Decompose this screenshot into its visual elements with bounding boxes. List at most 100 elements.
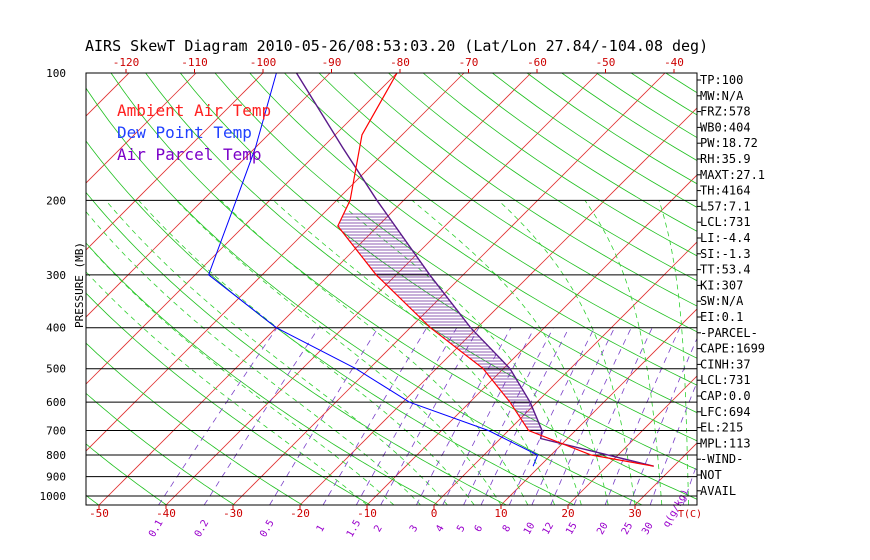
profile-layer xyxy=(208,73,654,467)
isotherm-line xyxy=(0,73,62,505)
moist-adiabat-line xyxy=(138,200,475,505)
bottom-temp-tick-label: -10 xyxy=(357,507,377,520)
dry-adiabat-line xyxy=(86,292,371,505)
isotherm-line xyxy=(165,73,599,505)
pressure-tick-label: 700 xyxy=(46,425,66,438)
top-temp-tick-label: -90 xyxy=(322,56,342,69)
top-temp-tick-label: -60 xyxy=(527,56,547,69)
dry-adiabat-line xyxy=(284,73,697,359)
dry-adiabat-line xyxy=(86,342,303,505)
isotherm-line xyxy=(433,241,697,505)
mixing-ratio-line xyxy=(480,327,570,505)
side-panel-label: LCL:731 xyxy=(700,373,751,387)
moist-adiabat-line xyxy=(176,200,502,505)
side-panel-label: NOT xyxy=(700,468,722,482)
bottom-temp-tick-label: 0 xyxy=(431,507,438,520)
side-panel-label: -PARCEL- xyxy=(700,326,758,340)
side-panel-label: L57:7.1 xyxy=(700,199,751,213)
moist-adiabat-line xyxy=(86,271,368,505)
dry-adiabat-line xyxy=(86,392,235,505)
cape-shading xyxy=(337,213,542,434)
dry-adiabat-line xyxy=(353,73,697,307)
isotherm-line xyxy=(567,375,697,505)
side-panel-label: CAPE:1699 xyxy=(700,342,765,356)
pressure-tick-label: 400 xyxy=(46,322,66,335)
dry-adiabat-line xyxy=(86,140,575,505)
bottom-temp-tick-label: -20 xyxy=(290,507,310,520)
side-panel-label: TP:100 xyxy=(700,73,743,87)
dry-adiabat-line xyxy=(86,191,507,505)
mixing-ratio-line xyxy=(531,327,615,505)
mixing-ratio-label: 4 xyxy=(434,523,447,534)
top-temp-tick-label: -50 xyxy=(596,56,616,69)
bottom-temp-tick-label: -30 xyxy=(223,507,243,520)
legend-ambient-temp: Ambient Air Temp xyxy=(117,101,271,120)
isotherm-line xyxy=(366,174,697,505)
isotherm-line xyxy=(836,73,870,505)
mixing-ratio-label: 10 xyxy=(522,521,538,537)
isotherm-line xyxy=(98,73,532,505)
moist-adiabat-line xyxy=(411,199,609,505)
legend-dew-point: Dew Point Temp xyxy=(117,123,252,142)
x-axis-label: T(C) xyxy=(678,509,702,520)
isotherm-line xyxy=(232,73,666,505)
dry-adiabat-line xyxy=(839,73,870,505)
side-panel-label: CINH:37 xyxy=(700,357,751,371)
side-panel-label: -WIND- xyxy=(700,452,743,466)
side-panel-label: CAP:0.0 xyxy=(700,389,751,403)
mixing-ratio-line xyxy=(269,327,379,505)
dry-adiabat-line xyxy=(422,73,697,257)
moist-adiabat-line xyxy=(336,199,582,505)
pressure-tick-label: 1000 xyxy=(40,490,67,503)
side-panel-label: TH:4164 xyxy=(700,184,751,198)
side-panel-label: LI:-4.4 xyxy=(700,231,751,245)
side-panel-label: MPL:113 xyxy=(700,436,751,450)
dew-point-line xyxy=(208,73,539,467)
dry-adiabat-line xyxy=(0,73,31,505)
dry-adiabat-line xyxy=(86,443,167,505)
bottom-temp-tick-label: 20 xyxy=(561,507,574,520)
dry-adiabat-line xyxy=(770,73,870,505)
pressure-tick-label: 100 xyxy=(46,67,66,80)
mixing-ratio-label: 5 xyxy=(455,523,468,534)
grid-layer xyxy=(0,73,870,505)
dry-adiabat-line xyxy=(318,73,697,333)
side-panel-label: LFC:694 xyxy=(700,405,751,419)
top-temp-tick-label: -110 xyxy=(181,56,208,69)
moist-adiabat-line xyxy=(273,200,555,505)
dry-adiabat-line xyxy=(805,73,870,505)
mixing-ratio-line xyxy=(355,327,458,505)
isotherm-line xyxy=(86,73,465,452)
isotherm-line xyxy=(769,73,870,505)
isotherm-line xyxy=(299,107,697,505)
pressure-tick-label: 300 xyxy=(46,269,66,282)
mixing-ratio-line xyxy=(629,337,697,505)
isotherm-line xyxy=(86,73,264,251)
mixing-ratio-line xyxy=(442,327,535,505)
mixing-ratio-line xyxy=(380,327,480,505)
side-panel-label: AVAIL xyxy=(700,484,736,498)
moist-adiabat-line xyxy=(584,200,663,505)
mixing-ratio-label: 1 xyxy=(315,523,328,534)
parcel-temp-line xyxy=(295,73,654,467)
legend-parcel-temp: Air Parcel Temp xyxy=(117,145,262,164)
mixing-ratio-line xyxy=(550,327,632,505)
bottom-temp-tick-label: 30 xyxy=(628,507,641,520)
side-panel-label: EL:215 xyxy=(700,421,743,435)
dry-adiabat-line xyxy=(388,73,697,282)
mixing-ratio-label: 1.5 xyxy=(345,518,364,539)
mixing-ratio-line xyxy=(322,327,428,505)
side-panel-label: FRZ:578 xyxy=(700,105,751,119)
side-panel-label: SI:-1.3 xyxy=(700,247,751,261)
side-panel-label: MAXT:27.1 xyxy=(700,168,765,182)
mixing-ratio-line xyxy=(463,327,554,505)
dry-adiabat-line xyxy=(249,73,697,386)
y-axis-label: PRESSURE (MB) xyxy=(73,242,86,328)
pressure-tick-label: 600 xyxy=(46,396,66,409)
side-panel-label: KI:307 xyxy=(700,278,743,292)
ambient-temp-line xyxy=(337,73,654,467)
moist-adiabat-line xyxy=(220,200,529,505)
